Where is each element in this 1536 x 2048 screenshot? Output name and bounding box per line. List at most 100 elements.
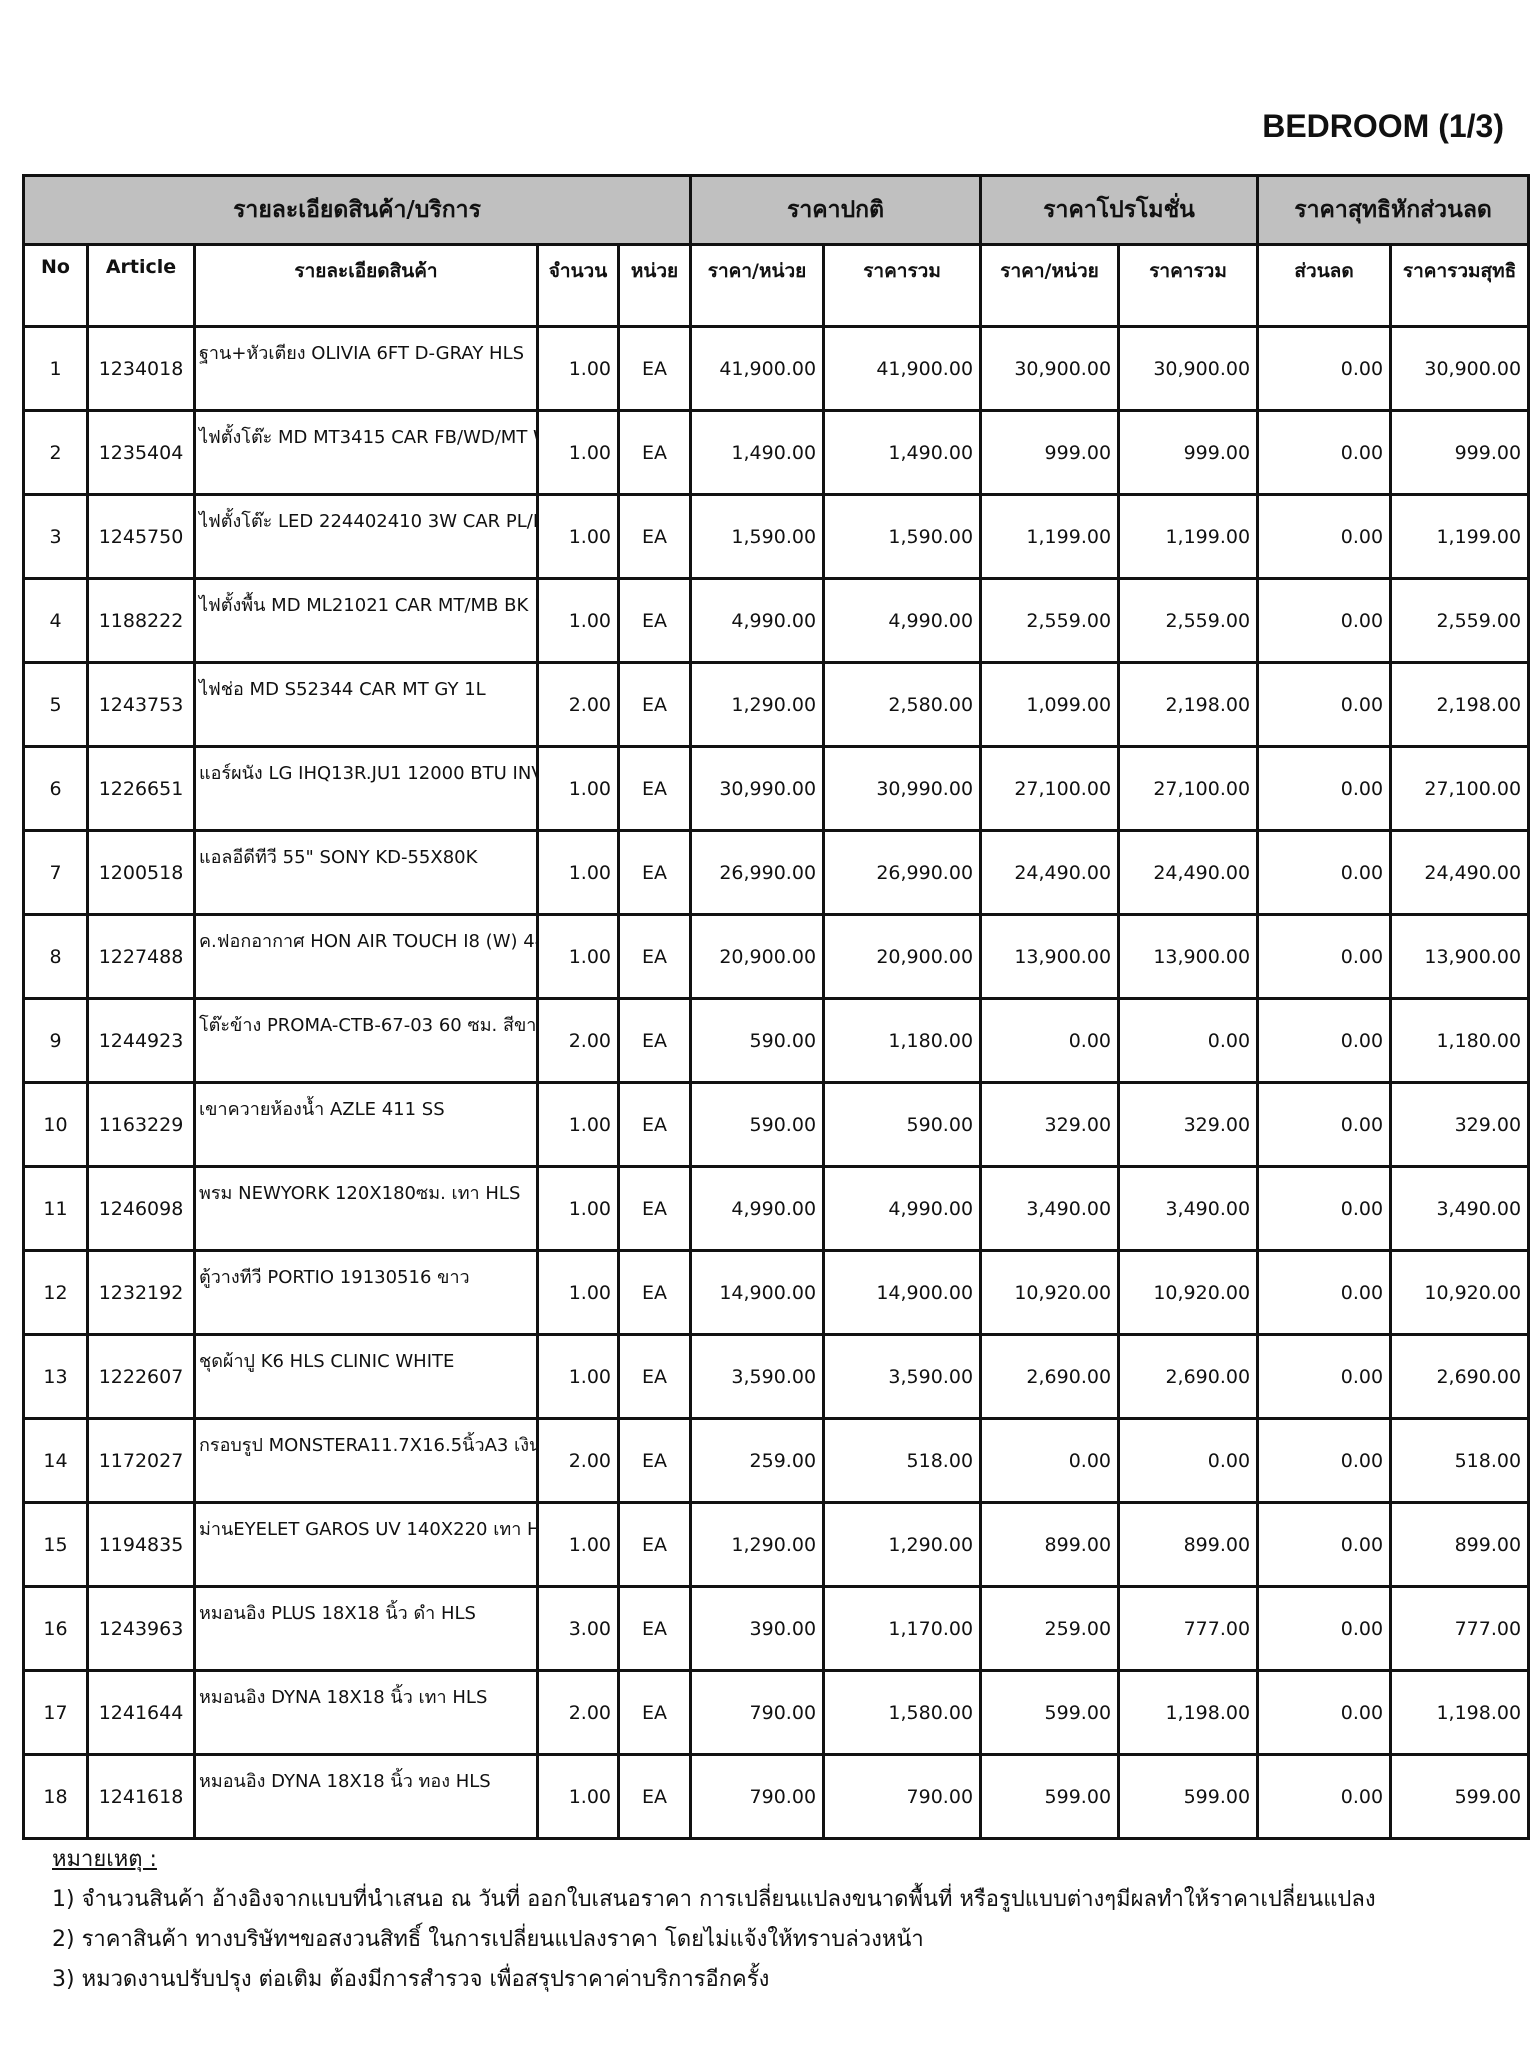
cell-discount: 0.00 [1256, 409, 1393, 496]
cell-net-total: 329.00 [1389, 1081, 1531, 1168]
cell-promo-unit-price: 10,920.00 [979, 1249, 1121, 1336]
cell-promo-total: 10,920.00 [1117, 1249, 1260, 1336]
cell-normal-total: 518.00 [822, 1417, 983, 1504]
cell-promo-total: 329.00 [1117, 1081, 1260, 1168]
cell-discount: 0.00 [1256, 1669, 1393, 1756]
cell-normal-total: 26,990.00 [822, 829, 983, 916]
table-row: 10 1163229 เขาควายห้องน้ำ AZLE 411 SS 1.00 E… [22, 1081, 1531, 1168]
cell-normal-unit-price: 1,290.00 [689, 1501, 826, 1588]
cell-promo-unit-price: 13,900.00 [979, 913, 1121, 1000]
cell-unit: EA [616, 829, 693, 916]
cell-description: ตู้วางทีวี PORTIO 19130516 ขาว [193, 1249, 539, 1336]
cell-no: 14 [22, 1417, 89, 1504]
cell-discount: 0.00 [1256, 577, 1393, 664]
cell-description: แอร์ผนัง LG IHQ13R.JU1 12000 BTU INV [193, 745, 539, 832]
column-header-net-total: ราคารวมสุทธิ [1389, 243, 1531, 328]
cell-no: 11 [22, 1165, 89, 1252]
cell-promo-unit-price: 329.00 [979, 1081, 1121, 1168]
table-row: 3 1245750 ไฟตั้งโต๊ะ LED 224402410 3W CAR … [22, 493, 1531, 580]
cell-article: 1241644 [86, 1669, 196, 1756]
cell-promo-unit-price: 1,199.00 [979, 493, 1121, 580]
cell-promo-total: 27,100.00 [1117, 745, 1260, 832]
cell-no: 18 [22, 1753, 89, 1840]
cell-promo-unit-price: 27,100.00 [979, 745, 1121, 832]
cell-article: 1246098 [86, 1165, 196, 1252]
cell-promo-total: 2,198.00 [1117, 661, 1260, 748]
cell-description: โต๊ะข้าง PROMA-CTB-67-03 60 ซม. สีขาว [193, 997, 539, 1084]
cell-promo-total: 2,690.00 [1117, 1333, 1260, 1420]
cell-normal-unit-price: 20,900.00 [689, 913, 826, 1000]
cell-normal-total: 41,900.00 [822, 325, 983, 412]
table-row: 6 1226651 แอร์ผนัง LG IHQ13R.JU1 12000 BTU… [22, 745, 1531, 832]
cell-description: ค.ฟอกอากาศ HON AIR TOUCH I8 (W) 44ตร [193, 913, 539, 1000]
cell-description: ฐาน+หัวเตียง OLIVIA 6FT D-GRAY HLS [193, 325, 539, 412]
cell-description: แอลอีดีทีวี 55" SONY KD-55X80K [193, 829, 539, 916]
cell-unit: EA [616, 997, 693, 1084]
cell-quantity: 2.00 [536, 661, 620, 748]
cell-normal-unit-price: 41,900.00 [689, 325, 826, 412]
cell-no: 3 [22, 493, 89, 580]
cell-normal-total: 790.00 [822, 1753, 983, 1840]
table-row: 17 1241644 หมอนอิง DYNA 18X18 นิ้ว เทา HLS… [22, 1669, 1531, 1756]
cell-normal-unit-price: 1,290.00 [689, 661, 826, 748]
cell-promo-total: 1,198.00 [1117, 1669, 1260, 1756]
cell-discount: 0.00 [1256, 1165, 1393, 1252]
cell-net-total: 1,180.00 [1389, 997, 1531, 1084]
cell-unit: EA [616, 409, 693, 496]
cell-no: 17 [22, 1669, 89, 1756]
cell-promo-total: 30,900.00 [1117, 325, 1260, 412]
cell-normal-total: 1,290.00 [822, 1501, 983, 1588]
cell-discount: 0.00 [1256, 1501, 1393, 1588]
cell-no: 9 [22, 997, 89, 1084]
cell-quantity: 1.00 [536, 1249, 620, 1336]
column-header-promo-unit-price: ราคา/หน่วย [979, 243, 1121, 328]
cell-unit: EA [616, 1753, 693, 1840]
cell-promo-total: 777.00 [1117, 1585, 1260, 1672]
cell-quantity: 1.00 [536, 1081, 620, 1168]
column-header-normal-unit-price: ราคา/หน่วย [689, 243, 826, 328]
cell-no: 12 [22, 1249, 89, 1336]
cell-promo-unit-price: 3,490.00 [979, 1165, 1121, 1252]
cell-quantity: 1.00 [536, 1501, 620, 1588]
cell-promo-unit-price: 0.00 [979, 997, 1121, 1084]
table-row: 7 1200518 แอลอีดีทีวี 55" SONY KD-55X80K 1.… [22, 829, 1531, 916]
column-header-promo-total: ราคารวม [1117, 243, 1260, 328]
cell-normal-unit-price: 790.00 [689, 1753, 826, 1840]
cell-article: 1194835 [86, 1501, 196, 1588]
cell-normal-unit-price: 4,990.00 [689, 577, 826, 664]
cell-normal-unit-price: 4,990.00 [689, 1165, 826, 1252]
cell-no: 5 [22, 661, 89, 748]
cell-normal-total: 3,590.00 [822, 1333, 983, 1420]
cell-unit: EA [616, 493, 693, 580]
cell-article: 1244923 [86, 997, 196, 1084]
cell-promo-unit-price: 2,559.00 [979, 577, 1121, 664]
cell-quantity: 2.00 [536, 1417, 620, 1504]
cell-article: 1241618 [86, 1753, 196, 1840]
cell-net-total: 3,490.00 [1389, 1165, 1531, 1252]
cell-quantity: 1.00 [536, 325, 620, 412]
table-row: 8 1227488 ค.ฟอกอากาศ HON AIR TOUCH I8 (W) … [22, 913, 1531, 1000]
cell-promo-unit-price: 24,490.00 [979, 829, 1121, 916]
table-row: 5 1243753 ไฟช่อ MD S52344 CAR MT GY 1L 2.00… [22, 661, 1531, 748]
page-title: BEDROOM (1/3) [1262, 108, 1504, 144]
cell-article: 1235404 [86, 409, 196, 496]
cell-unit: EA [616, 1417, 693, 1504]
cell-unit: EA [616, 1333, 693, 1420]
cell-discount: 0.00 [1256, 913, 1393, 1000]
cell-net-total: 599.00 [1389, 1753, 1531, 1840]
cell-promo-unit-price: 999.00 [979, 409, 1121, 496]
cell-promo-unit-price: 599.00 [979, 1669, 1121, 1756]
cell-unit: EA [616, 661, 693, 748]
cell-quantity: 1.00 [536, 1333, 620, 1420]
table-row: 16 1243963 หมอนอิง PLUS 18X18 นิ้ว ดำ HLS 3… [22, 1585, 1531, 1672]
cell-normal-total: 1,580.00 [822, 1669, 983, 1756]
cell-quantity: 1.00 [536, 745, 620, 832]
cell-normal-unit-price: 1,590.00 [689, 493, 826, 580]
cell-net-total: 30,900.00 [1389, 325, 1531, 412]
cell-normal-total: 2,580.00 [822, 661, 983, 748]
cell-article: 1200518 [86, 829, 196, 916]
cell-no: 15 [22, 1501, 89, 1588]
column-header-quantity: จำนวน [536, 243, 620, 328]
cell-net-total: 518.00 [1389, 1417, 1531, 1504]
cell-net-total: 2,559.00 [1389, 577, 1531, 664]
